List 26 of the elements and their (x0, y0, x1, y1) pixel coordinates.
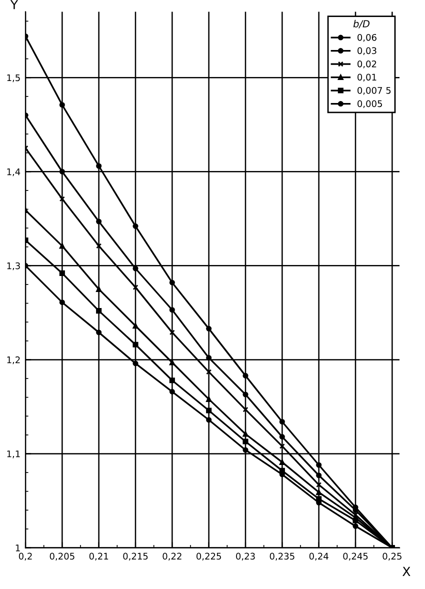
x-tick-label: 0,245 (343, 552, 368, 561)
x-tick-label: 0,21 (89, 552, 108, 561)
legend-label: 0,06 (358, 34, 376, 42)
legend-title: b/D (353, 20, 370, 28)
y-tick-label: 1,5 (7, 74, 20, 82)
x-tick-label: 0,2 (18, 552, 32, 561)
y-tick-label: 1,3 (7, 262, 20, 270)
legend-label: 0,01 (358, 74, 376, 82)
legend-label: 0,02 (358, 60, 376, 68)
legend-label: 0,03 (358, 47, 376, 55)
x-axis-title: X (402, 566, 410, 576)
x-tick-label: 0,23 (236, 552, 255, 561)
legend-label: 0,005 (358, 100, 382, 108)
y-tick-label: 1,2 (7, 356, 20, 364)
x-tick-label: 0,205 (50, 552, 74, 561)
x-tick-label: 0,225 (196, 552, 221, 561)
y-tick-label: 1 (16, 544, 20, 552)
y-tick-label: 1,1 (7, 450, 20, 458)
x-tick-label: 0,22 (162, 552, 182, 561)
y-axis-title: Y (10, 0, 18, 10)
y-tick-label: 1,4 (7, 168, 20, 176)
x-tick-label: 0,25 (382, 552, 402, 561)
x-tick-label: 0,24 (309, 552, 328, 561)
legend-label: 0,007 5 (358, 86, 391, 95)
x-tick-label: 0,235 (270, 552, 294, 561)
x-tick-label: 0,215 (123, 552, 148, 561)
